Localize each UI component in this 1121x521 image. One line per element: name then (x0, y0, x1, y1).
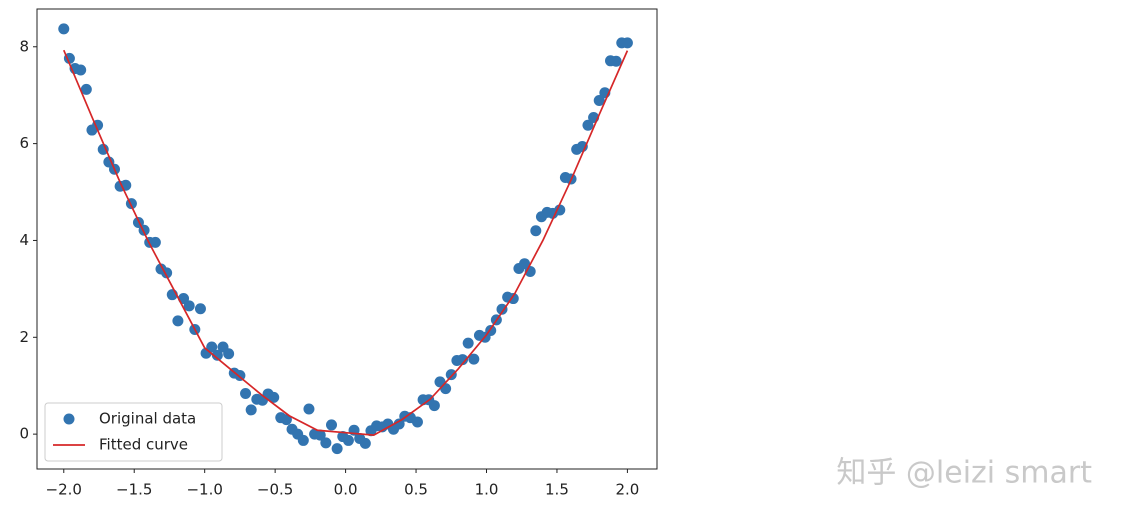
legend-label: Original data (99, 410, 196, 428)
x-tick-label: −0.5 (257, 481, 293, 499)
y-tick-label: 6 (19, 134, 29, 152)
point (75, 64, 87, 76)
point (593, 95, 605, 107)
legend-box (44, 402, 223, 462)
point (280, 414, 292, 426)
x-tick-label: −2.0 (46, 481, 82, 499)
point (411, 416, 423, 428)
point (519, 258, 531, 270)
point (149, 236, 161, 248)
point (80, 83, 92, 95)
point (58, 23, 70, 35)
point (172, 315, 184, 327)
point (183, 300, 195, 312)
point (331, 443, 343, 455)
point (428, 400, 440, 412)
point (211, 349, 223, 361)
point (268, 391, 280, 403)
point (194, 303, 206, 315)
point (326, 419, 337, 431)
x-tick-label: 0.5 (404, 481, 428, 499)
point (468, 353, 480, 365)
point (342, 434, 354, 446)
point (393, 418, 405, 430)
legend-label: Fitted curve (99, 436, 188, 454)
y-tick-label: 0 (19, 425, 29, 443)
point (206, 341, 218, 353)
point (440, 383, 452, 395)
y-tick-label: 2 (19, 328, 29, 346)
point (621, 37, 633, 49)
y-tick-label: 4 (19, 231, 29, 249)
watermark: 知乎 @leizi smart (836, 456, 1092, 491)
point (445, 369, 457, 381)
x-tick-label: 0.0 (334, 481, 358, 499)
legend-swatch (63, 413, 75, 425)
line (62, 49, 629, 436)
point (462, 337, 474, 349)
point (97, 143, 109, 155)
plot-frame (36, 8, 658, 470)
x-tick-label: −1.0 (186, 481, 222, 499)
point (240, 387, 252, 399)
point (582, 119, 594, 131)
y-tick-label: 8 (19, 37, 29, 55)
x-tick-label: 2.0 (615, 481, 639, 499)
point (554, 204, 566, 216)
x-tick-label: −1.5 (116, 481, 152, 499)
point (359, 437, 371, 449)
point (507, 293, 519, 305)
point (457, 354, 469, 366)
point (223, 348, 235, 360)
x-tick-label: 1.5 (545, 481, 569, 499)
point (320, 437, 332, 449)
point (245, 404, 257, 416)
x-tick-label: 1.0 (475, 481, 499, 499)
point (610, 55, 622, 67)
point (530, 225, 542, 237)
point (297, 434, 309, 446)
point (496, 303, 508, 315)
point (314, 429, 326, 441)
point (303, 403, 315, 415)
